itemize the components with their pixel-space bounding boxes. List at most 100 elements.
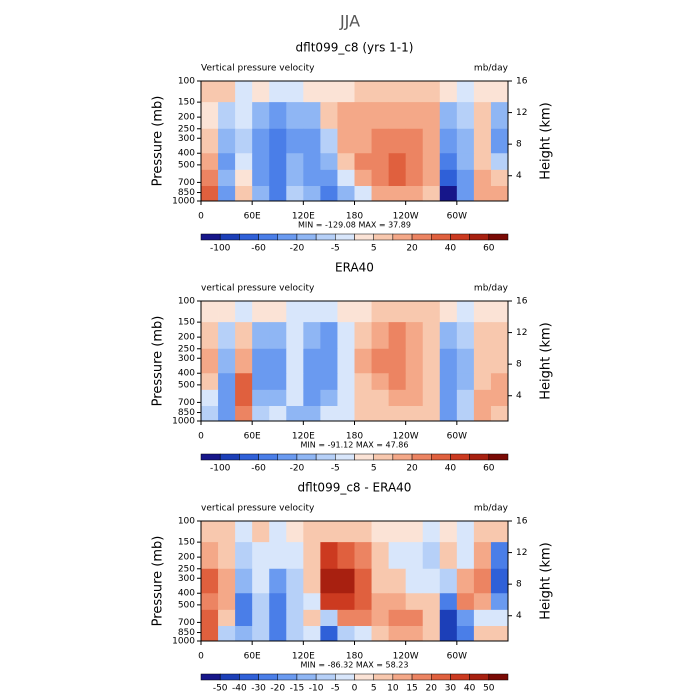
contour-cell bbox=[405, 128, 424, 154]
contour-cell bbox=[456, 626, 475, 642]
colorbar-label: -10 bbox=[309, 684, 324, 694]
contour-cell bbox=[439, 128, 458, 154]
contour-cell bbox=[371, 102, 390, 130]
colorbar-box bbox=[296, 673, 317, 681]
y2-tick-label: 16 bbox=[516, 77, 528, 87]
colorbar-box bbox=[219, 453, 240, 461]
contour-cell bbox=[371, 322, 390, 350]
colorbar-box bbox=[219, 673, 240, 681]
y-tick-label: 150 bbox=[178, 538, 195, 548]
colorbar-box bbox=[450, 233, 470, 241]
contour-cell bbox=[439, 102, 458, 130]
contour-cell bbox=[422, 169, 441, 187]
contour-cell bbox=[252, 153, 270, 171]
x-tick-label: 0 bbox=[198, 432, 204, 442]
contour-cell bbox=[303, 81, 321, 103]
contour-cell bbox=[201, 626, 219, 642]
contour-cell bbox=[252, 609, 270, 627]
contour-cell bbox=[252, 169, 270, 187]
colorbar-box bbox=[239, 673, 259, 681]
contour-cell bbox=[235, 301, 253, 323]
x-tick-label: 60E bbox=[244, 212, 261, 222]
colorbar-box bbox=[354, 233, 374, 241]
contour-cell bbox=[422, 406, 441, 422]
contour-cell bbox=[354, 169, 372, 187]
annotation-right: mb/day bbox=[474, 284, 509, 294]
y2-tick-label: 4 bbox=[516, 611, 522, 621]
colorbar-box bbox=[431, 233, 451, 241]
contour-cell bbox=[405, 609, 424, 627]
colorbar-label: 5 bbox=[371, 244, 377, 254]
x-tick-label: 120W bbox=[393, 432, 419, 442]
colorbar-box bbox=[373, 453, 394, 461]
annotation-right: mb/day bbox=[474, 504, 509, 514]
contour-cell bbox=[405, 593, 424, 611]
contour-cell bbox=[269, 169, 287, 187]
contour-cell bbox=[388, 348, 407, 374]
contour-cell bbox=[405, 542, 424, 570]
colorbar-box bbox=[315, 453, 336, 461]
contour-cell bbox=[320, 389, 338, 407]
contour-cell bbox=[269, 593, 287, 611]
contour-cell bbox=[286, 373, 304, 391]
colorbar-label: 40 bbox=[464, 684, 476, 694]
contour-cell bbox=[286, 521, 304, 543]
colorbar-label: 0 bbox=[352, 684, 358, 694]
contour-cell bbox=[405, 568, 424, 594]
contour-cell bbox=[235, 322, 253, 350]
contour-cell bbox=[269, 406, 287, 422]
y-tick-label: 700 bbox=[178, 178, 195, 188]
x-tick-label: 120W bbox=[393, 212, 419, 222]
contour-cell bbox=[388, 542, 407, 570]
y-axis-title: Pressure (mb) bbox=[151, 536, 166, 627]
contour-cell bbox=[371, 389, 390, 407]
contour-cell bbox=[218, 568, 236, 594]
contour-cell bbox=[235, 542, 253, 570]
y-tick-label: 500 bbox=[178, 600, 195, 610]
contour-cell bbox=[422, 609, 441, 627]
contour-cell bbox=[456, 521, 475, 543]
contour-cell bbox=[490, 128, 509, 154]
contour-cell bbox=[337, 186, 355, 202]
contour-cell bbox=[201, 593, 219, 611]
y-tick-label: 850 bbox=[178, 408, 195, 418]
contour-cell bbox=[286, 609, 304, 627]
contour-cell bbox=[388, 301, 407, 323]
contour-cell bbox=[354, 153, 372, 171]
colorbar-label: -100 bbox=[210, 244, 231, 254]
contour-cell bbox=[422, 81, 441, 103]
contour-cell bbox=[456, 542, 475, 570]
colorbar-box bbox=[469, 453, 490, 461]
contour-cell bbox=[303, 568, 321, 594]
contour-cell bbox=[405, 102, 424, 130]
contour-cell bbox=[388, 626, 407, 642]
contour-cell bbox=[201, 81, 219, 103]
contour-cell bbox=[201, 301, 219, 323]
contour-cell bbox=[286, 81, 304, 103]
y-tick-label: 300 bbox=[178, 134, 195, 144]
x-tick-label: 120E bbox=[292, 212, 315, 222]
colorbar-label: -60 bbox=[251, 464, 266, 474]
contour-cell bbox=[439, 389, 458, 407]
colorbar-label: -40 bbox=[232, 684, 247, 694]
y-tick-label: 1000 bbox=[172, 637, 195, 647]
contour-cell bbox=[456, 609, 475, 627]
contour-cell bbox=[235, 609, 253, 627]
colorbar-label: 5 bbox=[371, 684, 377, 694]
contour-cell bbox=[456, 389, 475, 407]
colorbar-box bbox=[258, 453, 278, 461]
contour-cell bbox=[303, 322, 321, 350]
contour-cell bbox=[405, 373, 424, 391]
contour-cell bbox=[303, 301, 321, 323]
colorbar-label: 40 bbox=[445, 464, 457, 474]
colorbar-box bbox=[392, 453, 413, 461]
colorbar-box bbox=[258, 233, 278, 241]
colorbar-box bbox=[469, 673, 490, 681]
contour-cell bbox=[337, 406, 355, 422]
colorbar-label: 5 bbox=[371, 464, 377, 474]
colorbar-box bbox=[450, 453, 470, 461]
y-tick-label: 150 bbox=[178, 98, 195, 108]
contour-cell bbox=[201, 186, 219, 202]
colorbar-box bbox=[373, 673, 394, 681]
contour-cell bbox=[439, 153, 458, 171]
